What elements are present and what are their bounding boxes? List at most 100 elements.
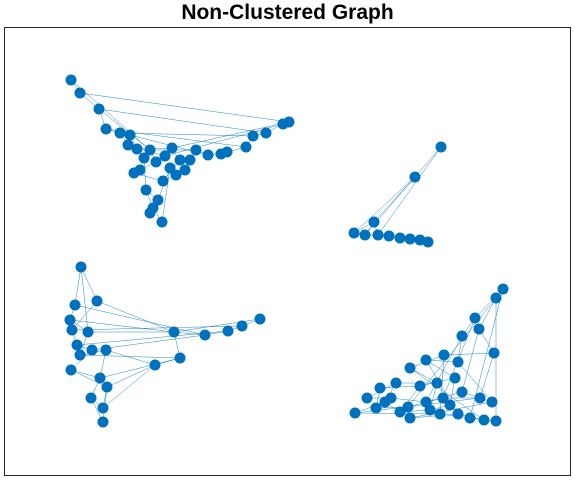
graph-edge-bottom-left-20 (105, 349, 156, 366)
graph-node-top-left-3 (100, 123, 112, 135)
graph-node-bottom-left-10 (65, 364, 77, 376)
graph-node-bottom-left-16 (149, 359, 161, 371)
graph-node-top-left-19 (174, 154, 186, 166)
graph-node-bottom-left-21 (236, 320, 248, 332)
graph-node-top-left-20 (184, 154, 196, 166)
graph-node-bottom-left-6 (71, 339, 83, 351)
graph-edge-top-left-43 (79, 92, 290, 123)
graph-node-bottom-left-1 (69, 299, 81, 311)
chart-title: Non-Clustered Graph (181, 1, 394, 24)
graph-node-top-left-13 (156, 216, 168, 228)
graph-node-top-left-15 (152, 194, 164, 206)
graph-edge-bottom-left-29 (74, 304, 206, 336)
graph-edge-bottom-right-34 (479, 352, 495, 399)
graph-edge-top-right-2 (353, 176, 416, 234)
graph-node-top-left-22 (202, 149, 214, 161)
graph-node-top-left-29 (283, 116, 295, 128)
graph-node-top-left-24 (221, 146, 233, 158)
graph-node-bottom-left-19 (199, 329, 211, 341)
graph-node-bottom-right-3 (473, 323, 485, 335)
graph-edge-bottom-left-25 (99, 357, 181, 379)
graph-node-bottom-right-11 (431, 377, 443, 389)
graph-node-bottom-left-4 (66, 324, 78, 336)
graph-node-top-left-6 (124, 129, 136, 141)
plot-frame (4, 27, 571, 476)
graph-node-bottom-left-11 (94, 372, 106, 384)
graph-edge-bottom-right-26 (409, 413, 459, 419)
graph-node-bottom-left-14 (97, 402, 109, 414)
graph-nodes (64, 74, 509, 428)
graph-node-bottom-left-3 (64, 314, 76, 326)
graph-node-top-left-4 (114, 127, 126, 139)
graph-edge-bottom-right-2 (478, 297, 497, 330)
graph-node-top-right-7 (394, 232, 406, 244)
graph-node-bottom-right-4 (456, 330, 468, 342)
graph-edge-bottom-left-11 (70, 369, 108, 388)
graph-node-top-left-27 (260, 127, 272, 139)
graph-node-bottom-left-5 (82, 326, 94, 338)
graph-edge-bottom-left-3 (71, 300, 98, 331)
graph-node-top-left-32 (159, 150, 171, 162)
graph-node-bottom-left-15 (97, 416, 109, 428)
graph-node-top-left-26 (247, 130, 259, 142)
graph-node-bottom-left-7 (74, 349, 86, 361)
graph-edge-bottom-right-18 (390, 397, 427, 403)
graph-node-bottom-right-16 (370, 402, 382, 414)
graph-node-bottom-right-29 (478, 414, 490, 426)
graph-node-bottom-left-13 (85, 392, 97, 404)
graph-node-top-left-17 (170, 169, 182, 181)
graph-node-top-right-1 (409, 171, 421, 183)
graph-node-bottom-right-28 (464, 412, 476, 424)
graph-node-bottom-right-34 (379, 396, 391, 408)
graph-edge-bottom-left-31 (102, 364, 156, 409)
graph-edge-bottom-left-30 (71, 325, 243, 331)
graph-node-bottom-right-10 (449, 372, 461, 384)
graph-node-bottom-right-31 (444, 399, 456, 411)
graph-node-bottom-left-9 (100, 344, 112, 356)
graph-edge-top-left-41 (119, 132, 254, 137)
graph-node-bottom-right-1 (490, 292, 502, 304)
graph-node-bottom-right-5 (488, 347, 500, 359)
graph-node-bottom-left-17 (174, 352, 186, 364)
graph-node-bottom-right-0 (497, 283, 509, 295)
graph-node-top-right-2 (368, 216, 380, 228)
graph-edge-top-right-4 (377, 146, 442, 236)
graph-node-top-left-11 (140, 184, 152, 196)
graph-edge-bottom-left-15 (96, 300, 175, 333)
graph-node-bottom-right-2 (469, 312, 481, 324)
graph-edge-top-left-46 (161, 167, 171, 223)
graph-node-bottom-left-2 (91, 295, 103, 307)
graph-node-bottom-left-22 (254, 313, 266, 325)
graph-node-bottom-right-21 (456, 386, 468, 398)
graph-node-top-right-0 (435, 141, 447, 153)
graph-node-top-left-5 (122, 139, 134, 151)
graph-node-bottom-right-23 (486, 396, 498, 408)
graph-node-bottom-right-26 (434, 408, 446, 420)
graph-edge-top-left-50 (171, 121, 290, 149)
graph-node-top-left-10 (128, 167, 140, 179)
graph-edge-bottom-left-28 (79, 354, 181, 359)
graph-node-top-right-3 (348, 227, 360, 239)
graph-node-bottom-right-8 (420, 354, 432, 366)
graph-node-top-left-34 (179, 164, 191, 176)
graph-node-bottom-right-32 (424, 404, 436, 416)
graph-node-top-left-18 (157, 175, 169, 187)
graph-edge-bottom-right-35 (457, 361, 493, 403)
graph-node-top-left-14 (144, 207, 156, 219)
graph-edge-top-left-29 (98, 108, 151, 151)
graph-node-bottom-right-25 (404, 412, 416, 424)
graph-node-bottom-right-15 (361, 392, 373, 404)
graph-node-bottom-right-6 (452, 356, 464, 368)
graph-node-bottom-right-13 (390, 377, 402, 389)
graph-node-bottom-right-22 (474, 392, 486, 404)
graph-edge-bottom-left-0 (74, 266, 82, 306)
graph-node-top-left-33 (166, 142, 178, 154)
graph-node-top-left-25 (240, 141, 252, 153)
graph-node-top-right-4 (359, 229, 371, 241)
graph-edge-top-left-42 (98, 108, 267, 134)
graph-edge-bottom-right-9 (425, 359, 456, 379)
graph-node-top-left-7 (131, 143, 143, 155)
graph-node-bottom-left-12 (101, 381, 113, 393)
graph-node-top-left-21 (190, 144, 202, 156)
